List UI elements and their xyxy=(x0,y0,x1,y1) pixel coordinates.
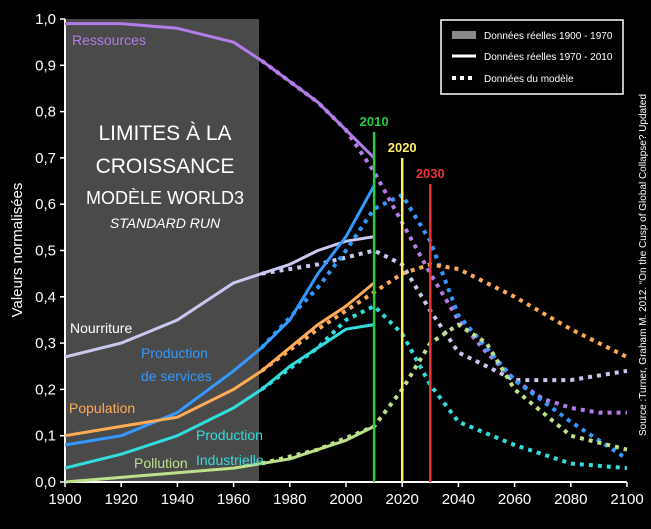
series-label: Production xyxy=(141,345,208,361)
marker-label-2020: 2020 xyxy=(388,140,417,155)
y-tick-label: 0,1 xyxy=(35,428,56,445)
title-line-3: MODÈLE WORLD3 xyxy=(86,188,244,208)
title-line-4: STANDARD RUN xyxy=(110,215,221,231)
x-tick-label: 2040 xyxy=(442,491,475,508)
legend: Données réelles 1900 - 1970 Données réel… xyxy=(440,19,624,95)
y-tick-label: 1,0 xyxy=(35,11,56,28)
x-tick-label: 1980 xyxy=(273,491,306,508)
model-line-production-de-services xyxy=(260,192,629,461)
legend-label-2: Données réelles 1970 - 2010 xyxy=(484,52,613,63)
chart-title: LIMITES À LA CROISSANCE MODÈLE WORLD3 ST… xyxy=(86,122,244,231)
x-tick-label: 2000 xyxy=(329,491,362,508)
series-label: Production xyxy=(196,427,263,443)
model-line-nourriture xyxy=(261,248,628,383)
y-axis-title: Valeurs normalisées xyxy=(9,183,26,318)
legend-label-3: Données du modèle xyxy=(484,74,574,85)
x-tick-label: 2080 xyxy=(554,491,587,508)
y-tick-label: 0,8 xyxy=(35,104,56,121)
y-tick-label: 0,2 xyxy=(35,381,56,398)
model-line-ressources xyxy=(260,59,627,415)
x-tick-label: 1960 xyxy=(217,491,250,508)
historical-shading xyxy=(65,19,259,482)
y-tick-label: 0,4 xyxy=(35,289,56,306)
x-tick-label: 1920 xyxy=(105,491,138,508)
x-tick-label: 2060 xyxy=(498,491,531,508)
model-line-pollution xyxy=(261,322,628,466)
series-label: Nourriture xyxy=(70,320,132,336)
series-label: Pollution xyxy=(134,455,188,471)
observed-line-pollution xyxy=(64,425,375,484)
series-label: de services xyxy=(141,368,212,384)
observed-line-ressources xyxy=(65,22,376,159)
y-tick-label: 0,3 xyxy=(35,335,56,352)
marker-label-2030: 2030 xyxy=(416,166,445,181)
source-note: Source :Turner, Graham M. 2012. “On the … xyxy=(638,94,649,436)
axes: 1900 1920 1940 1960 1980 2000 2020 2040 2060 2080… xyxy=(35,11,644,508)
marker-label-2010: 2010 xyxy=(360,114,389,129)
series-label: Population xyxy=(69,400,135,416)
observed-line-population xyxy=(64,281,376,438)
legend-label-1: Données réelles 1900 - 1970 xyxy=(484,31,613,42)
series-label: Ressources xyxy=(72,32,146,48)
y-tick-label: 0,7 xyxy=(35,150,56,167)
legend-swatch-1900-1970 xyxy=(452,31,476,39)
title-line-1: LIMITES À LA xyxy=(98,122,231,145)
y-tick-label: 0,5 xyxy=(35,243,56,260)
observed-line-nourriture xyxy=(64,235,375,359)
series-label: Industrielle xyxy=(196,452,264,468)
x-tick-label: 2100 xyxy=(610,491,643,508)
x-tick-label: 1900 xyxy=(48,491,81,508)
series-labels: Ressources Nourriture Production de service… xyxy=(69,32,264,471)
observed-line-production-industrielle xyxy=(64,323,375,470)
y-tick-label: 0,9 xyxy=(35,57,56,74)
year-markers: 2010 2020 2030 xyxy=(360,114,445,482)
x-tick-label: 2020 xyxy=(386,491,419,508)
y-tick-label: 0,6 xyxy=(35,196,56,213)
title-line-2: CROISSANCE xyxy=(96,155,235,178)
x-tick-label: 1940 xyxy=(161,491,194,508)
model-line-production-industrielle xyxy=(260,304,628,471)
y-tick-label: 0,0 xyxy=(35,474,56,491)
observed-line-production-de-services xyxy=(64,184,376,447)
